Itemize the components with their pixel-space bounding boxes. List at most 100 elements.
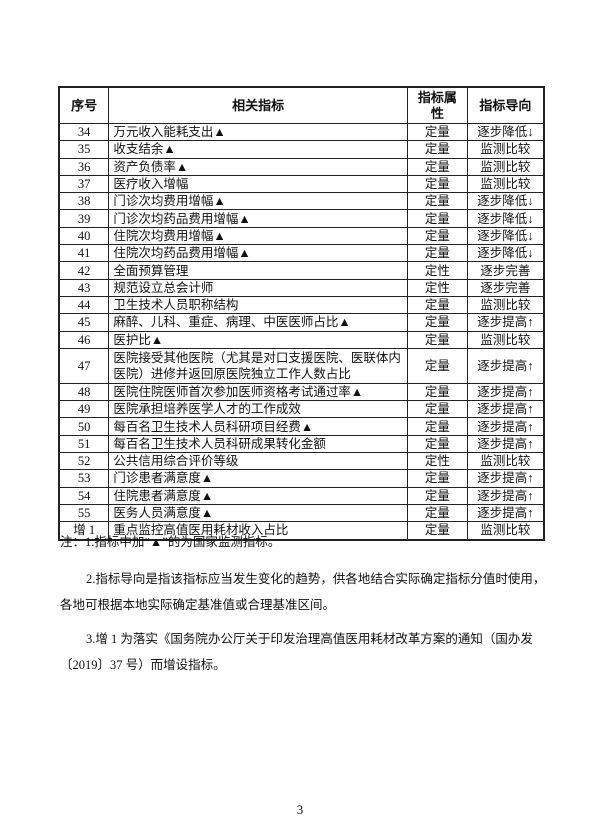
cell-attribute: 定量 <box>406 330 468 349</box>
cell-direction: 逐步降低↓ <box>466 209 545 228</box>
cell-direction: 逐步降低↓ <box>466 192 545 211</box>
cell-direction: 监测比较 <box>466 295 545 315</box>
cell-indicator: 门诊次均费用增幅▲ <box>108 192 408 211</box>
header-direction: 指标导向 <box>466 86 545 124</box>
note-3: 3.增 1 为落实《国务院办公厅关于印发治理高值医用耗材改革方案的通知（国办发〔… <box>60 632 533 672</box>
cell-seq: 55 <box>58 503 110 523</box>
table-row: 50 每百名卫生技术人员科研项目经费▲ 定量 逐步提高↑ <box>58 417 545 436</box>
header-indicator: 相关指标 <box>108 86 408 124</box>
cell-attribute: 定量 <box>406 347 468 384</box>
table-row: 增 1 重点监控高值医用耗材收入占比 定量 监测比较 <box>58 521 545 541</box>
cell-direction: 监测比较 <box>466 452 545 471</box>
cell-attribute: 定量 <box>406 295 468 315</box>
cell-direction: 逐步降低↓ <box>466 122 545 142</box>
cell-indicator: 麻醉、儿科、重症、病理、中医医师占比▲ <box>108 313 408 332</box>
cell-indicator: 医护比▲ <box>108 330 408 349</box>
cell-attribute: 定量 <box>406 486 468 505</box>
cell-direction: 逐步降低↓ <box>466 226 545 246</box>
table-row: 35 收支结余▲ 定量 监测比较 <box>58 140 545 159</box>
cell-attribute: 定量 <box>406 157 468 176</box>
cell-indicator: 公共信用综合评价等级 <box>108 452 408 471</box>
cell-indicator: 医疗收入增幅 <box>108 174 408 194</box>
cell-direction: 逐步提高↑ <box>466 400 545 419</box>
cell-attribute: 定量 <box>406 226 468 246</box>
cell-seq: 50 <box>58 417 110 436</box>
cell-indicator: 医院承担培养医学人才的工作成效 <box>108 400 408 419</box>
table-header-row: 序号 相关指标 指标属性 指标导向 <box>58 86 545 124</box>
cell-attribute: 定量 <box>406 244 468 263</box>
cell-seq: 39 <box>58 209 110 228</box>
table-row: 53 门诊患者满意度▲ 定量 逐步提高↑ <box>58 469 545 488</box>
cell-attribute: 定量 <box>406 382 468 402</box>
cell-seq: 44 <box>58 295 110 315</box>
table-row: 34 万元收入能耗支出▲ 定量 逐步降低↓ <box>58 122 545 142</box>
note-2: 2.指标导向是指该指标应当发生变化的趋势，供各地结合实际确定指标分值时使用，各地… <box>60 572 546 612</box>
table-row: 52 公共信用综合评价等级 定性 监测比较 <box>58 452 545 471</box>
table-row: 39 门诊次均药品费用增幅▲ 定量 逐步降低↓ <box>58 209 545 228</box>
cell-attribute: 定性 <box>406 261 468 280</box>
cell-attribute: 定量 <box>406 140 468 159</box>
table-row: 49 医院承担培养医学人才的工作成效 定量 逐步提高↑ <box>58 400 545 419</box>
cell-indicator: 规范设立总会计师 <box>108 278 408 297</box>
cell-attribute: 定量 <box>406 417 468 436</box>
cell-seq: 52 <box>58 452 110 471</box>
cell-seq: 42 <box>58 261 110 280</box>
cell-seq: 48 <box>58 382 110 402</box>
cell-attribute: 定量 <box>406 521 468 541</box>
cell-seq: 37 <box>58 174 110 194</box>
cell-seq: 54 <box>58 486 110 505</box>
cell-direction: 逐步提高↑ <box>466 417 545 436</box>
cell-seq: 35 <box>58 140 110 159</box>
cell-direction: 逐步提高↑ <box>466 486 545 505</box>
cell-seq: 49 <box>58 400 110 419</box>
table-row: 40 住院次均费用增幅▲ 定量 逐步降低↓ <box>58 226 545 246</box>
cell-seq: 45 <box>58 313 110 332</box>
header-attribute: 指标属性 <box>406 86 468 124</box>
cell-indicator: 万元收入能耗支出▲ <box>108 122 408 142</box>
cell-attribute: 定量 <box>406 122 468 142</box>
cell-direction: 逐步提高↑ <box>466 469 545 488</box>
cell-seq: 38 <box>58 192 110 211</box>
cell-seq: 47 <box>58 347 110 384</box>
table-row: 38 门诊次均费用增幅▲ 定量 逐步降低↓ <box>58 192 545 211</box>
table-row: 48 医院住院医师首次参加医师资格考试通过率▲ 定量 逐步提高↑ <box>58 382 545 402</box>
table-row: 42 全面预算管理 定性 逐步完善 <box>58 261 545 280</box>
cell-indicator: 住院患者满意度▲ <box>108 486 408 505</box>
table-row: 47 医院接受其他医院（尤其是对口支援医院、医联体内医院）进修并返回原医院独立工作… <box>58 347 545 384</box>
cell-indicator: 全面预算管理 <box>108 261 408 280</box>
cell-attribute: 定量 <box>406 313 468 332</box>
cell-direction: 监测比较 <box>466 157 545 176</box>
indicator-table: 序号 相关指标 指标属性 指标导向 34 万元收入能耗支出▲ 定量 逐步降低↓ 35 收支… <box>58 86 545 541</box>
cell-seq: 51 <box>58 434 110 454</box>
table-row: 37 医疗收入增幅 定量 监测比较 <box>58 174 545 194</box>
cell-indicator: 重点监控高值医用耗材收入占比 <box>108 521 408 541</box>
table-row: 46 医护比▲ 定量 监测比较 <box>58 330 545 349</box>
cell-seq: 46 <box>58 330 110 349</box>
cell-attribute: 定性 <box>406 452 468 471</box>
table-row: 55 医务人员满意度▲ 定量 逐步提高↑ <box>58 503 545 523</box>
cell-indicator: 每百名卫生技术人员科研项目经费▲ <box>108 417 408 436</box>
cell-direction: 逐步降低↓ <box>466 244 545 263</box>
cell-seq: 40 <box>58 226 110 246</box>
cell-direction: 逐步完善 <box>466 261 545 280</box>
cell-indicator: 资产负债率▲ <box>108 157 408 176</box>
cell-attribute: 定量 <box>406 469 468 488</box>
cell-direction: 逐步提高↑ <box>466 347 545 384</box>
header-seq: 序号 <box>58 86 110 124</box>
cell-indicator: 医院住院医师首次参加医师资格考试通过率▲ <box>108 382 408 402</box>
cell-attribute: 定性 <box>406 278 468 297</box>
cell-seq: 36 <box>58 157 110 176</box>
cell-attribute: 定量 <box>406 400 468 419</box>
cell-indicator: 卫生技术人员职称结构 <box>108 295 408 315</box>
table-row: 51 每百名卫生技术人员科研成果转化金额 定量 逐步提高↑ <box>58 434 545 454</box>
cell-indicator: 每百名卫生技术人员科研成果转化金额 <box>108 434 408 454</box>
note-1: 注：1.指标中加“▲”的为国家监测指标。 <box>60 535 281 549</box>
table-row: 45 麻醉、儿科、重症、病理、中医医师占比▲ 定量 逐步提高↑ <box>58 313 545 332</box>
cell-indicator: 医院接受其他医院（尤其是对口支援医院、医联体内医院）进修并返回原医院独立工作人数… <box>108 347 408 384</box>
cell-attribute: 定量 <box>406 209 468 228</box>
cell-indicator: 门诊次均药品费用增幅▲ <box>108 209 408 228</box>
cell-indicator: 住院次均药品费用增幅▲ <box>108 244 408 263</box>
cell-seq: 43 <box>58 278 110 297</box>
cell-attribute: 定量 <box>406 192 468 211</box>
cell-seq: 41 <box>58 244 110 263</box>
